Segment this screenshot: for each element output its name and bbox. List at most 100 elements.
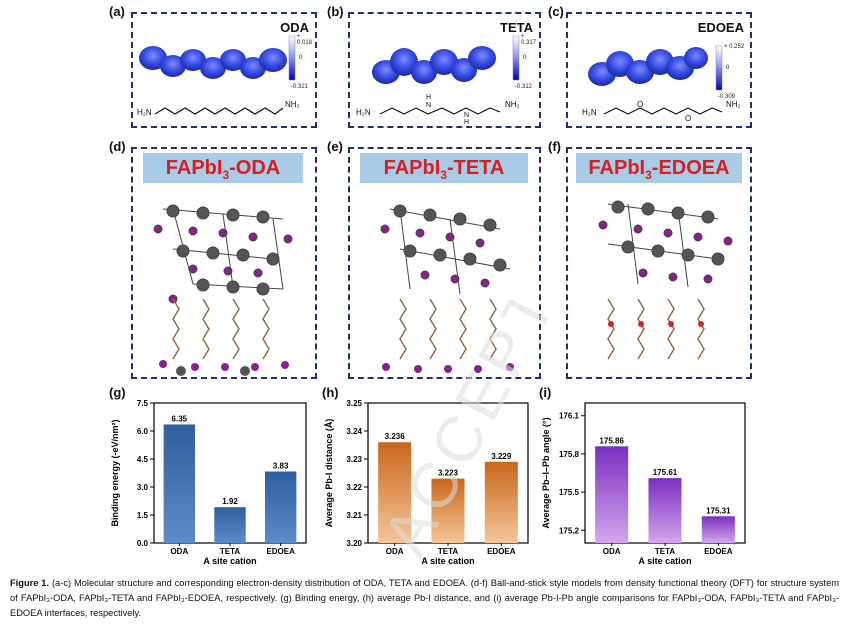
y-tick-label: 6.0 — [137, 427, 149, 436]
x-tick-label: EDOEA — [266, 547, 295, 556]
panel-f-box: FAPbI3-EDOEA — [566, 147, 752, 379]
banner-fapbi3-edoea: FAPbI3-EDOEA — [576, 153, 742, 183]
colorbar-mid: 0 — [726, 65, 730, 71]
x-tick-label: TETA — [655, 547, 676, 556]
panel-c-box: EDOEA + 0.252 0 -0.309 H₂N O O NH₂ — [566, 12, 752, 128]
bar-oda — [163, 424, 196, 543]
y-tick-label: 3.24 — [346, 427, 362, 436]
oda-skeletal-formula — [154, 107, 284, 115]
nh-h-1: H — [426, 94, 432, 101]
teta-structure-model — [380, 204, 514, 373]
x-tick-label: TETA — [438, 547, 459, 556]
teta-esp-map — [372, 35, 520, 115]
colorbar-min: -0.309 — [718, 94, 736, 100]
colorbar-mid: 0 — [299, 55, 303, 61]
x-tick-label: ODA — [603, 547, 621, 556]
y-axis-label: Average Pb-I distance (Å) — [324, 419, 334, 528]
colorbar-min: -0.312 — [515, 84, 533, 90]
panel-e-box: FAPbI3-TETA — [348, 147, 541, 379]
bar-teta — [214, 507, 246, 543]
molecule-title-edoea: EDOEA — [697, 20, 744, 35]
panel-h-label: (h) — [322, 385, 339, 400]
amine-right: NH₂ — [726, 100, 741, 109]
x-tick-label: TETA — [220, 547, 241, 556]
y-tick-label: 176.1 — [559, 412, 580, 421]
colorbar — [512, 35, 520, 81]
organic-chains — [607, 298, 705, 360]
banner-fapbi3-oda: FAPbI3-ODA — [143, 153, 303, 183]
colorbar — [288, 35, 296, 81]
bar-oda — [595, 446, 629, 543]
x-tick-label: EDOEA — [704, 547, 733, 556]
y-tick-label: 175.2 — [559, 526, 580, 535]
y-tick-label: 3.20 — [346, 539, 362, 548]
y-axis-label: Average Pb–I–Pb angle (°) — [541, 417, 551, 528]
pb-i-pb-angle-chart: 175.2 175.5 175.8 176.1 175.86 ODA 175.61 TETA 1… — [541, 402, 746, 566]
panel-b-box: TETA + 0.317 0 -0.312 H₂N H N N H NH₂ — [348, 12, 541, 128]
oda-esp-map — [139, 35, 296, 115]
perovskite-layer — [598, 200, 733, 288]
y-tick-label: 175.5 — [559, 488, 580, 497]
value-label: 3.229 — [491, 452, 512, 461]
organic-chains — [399, 298, 497, 360]
colorbar — [715, 45, 723, 91]
y-tick-label: 0.0 — [137, 539, 149, 548]
y-tick-label: 175.8 — [559, 450, 580, 459]
molecule-title-oda: ODA — [280, 20, 309, 35]
x-tick-label: ODA — [386, 547, 404, 556]
value-label: 6.35 — [172, 414, 188, 423]
colorbar-max: + 0.018 — [297, 34, 313, 46]
edoea-structure-model — [598, 200, 733, 360]
nh-n-2: N — [464, 112, 470, 119]
amine-right: NH₂ — [285, 100, 300, 109]
panel-f-label: (f) — [548, 139, 561, 154]
panel-d-box: FAPbI3-ODA — [131, 147, 317, 379]
perovskite-layer — [153, 204, 293, 304]
nh-h-2: H — [464, 119, 470, 126]
value-label: 3.83 — [273, 462, 289, 471]
teta-skeletal-formula — [379, 107, 501, 115]
teta-surface — [372, 46, 496, 84]
x-tick-label: ODA — [170, 547, 188, 556]
banner-fapbi3-teta: FAPbI3-TETA — [360, 153, 528, 183]
value-label: 3.223 — [438, 469, 459, 478]
oda-structure-model — [153, 204, 293, 376]
panel-a-label: (a) — [109, 4, 125, 19]
amine-left: H₂N — [137, 108, 152, 117]
binding-energy-chart: 0.0 1.5 3.0 4.5 6.0 7.5 6.35 ODA 1.92 TETA 3.83 EDO… — [110, 399, 307, 566]
value-label: 175.31 — [706, 506, 731, 515]
panel-c-label: (c) — [548, 4, 564, 19]
nh-n-1: N — [426, 102, 432, 109]
bar-edoea — [264, 471, 297, 543]
y-tick-label: 3.0 — [137, 483, 149, 492]
y-tick-label: 4.5 — [137, 455, 149, 464]
oda-surface — [139, 46, 287, 79]
amine-right: NH₂ — [505, 100, 520, 109]
ether-o-1: O — [637, 100, 644, 109]
figure-label: Figure 1. — [10, 578, 50, 588]
pb-i-distance-chart: 3.20 3.21 3.22 3.23 3.24 3.25 3.236 ODA 3.223 TET… — [324, 399, 529, 566]
edoea-skeletal-formula — [603, 107, 723, 115]
y-tick-label: 3.21 — [346, 511, 362, 520]
value-label: 175.86 — [599, 436, 624, 445]
bar-edoea — [484, 461, 518, 543]
bar-edoea — [701, 516, 735, 543]
x-axis-label: A site cation — [638, 556, 691, 566]
bar-teta — [431, 478, 465, 543]
x-axis-label: A site cation — [203, 556, 256, 566]
colorbar-max: + 0.317 — [521, 34, 537, 46]
colorbar-mid: 0 — [523, 55, 527, 61]
panel-e-label: (e) — [327, 139, 343, 154]
y-tick-label: 1.5 — [137, 511, 149, 520]
panel-i-label: (i) — [539, 385, 552, 400]
x-tick-label: EDOEA — [487, 547, 516, 556]
colorbar-max: + 0.252 — [724, 44, 745, 50]
y-tick-label: 7.5 — [137, 399, 149, 408]
edoea-esp-map — [588, 45, 723, 115]
organic-chains — [172, 298, 270, 360]
value-label: 3.236 — [385, 432, 406, 441]
caption-text: (a-c) Molecular structure and correspond… — [10, 578, 839, 618]
panel-d-label: (d) — [109, 139, 126, 154]
edoea-surface — [588, 47, 708, 86]
ether-o-2: O — [685, 114, 692, 123]
